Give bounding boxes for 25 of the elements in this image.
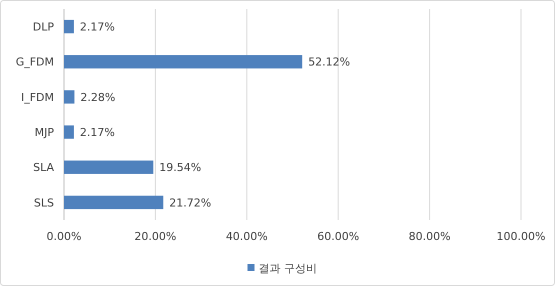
- bar: [64, 90, 74, 104]
- bar: [64, 20, 74, 34]
- x-tick-label: 80.00%: [408, 230, 451, 243]
- x-tick-label: 20.00%: [134, 230, 176, 243]
- x-tick-label: 40.00%: [226, 230, 268, 243]
- data-label: 2.17%: [80, 20, 115, 34]
- legend-label: 결과 구성비: [258, 262, 317, 275]
- bar: [64, 160, 154, 174]
- bar: [64, 125, 74, 139]
- x-tick-label: 100.00%: [496, 230, 546, 243]
- bar: [64, 196, 164, 210]
- y-tick-label: DLP: [32, 20, 54, 34]
- x-tick-label: 60.00%: [317, 230, 360, 243]
- data-label: 2.28%: [80, 90, 116, 104]
- data-label: 19.54%: [159, 161, 202, 174]
- data-label: 2.17%: [80, 126, 115, 139]
- y-tick-label: SLS: [34, 196, 54, 210]
- y-tick-label: G_FDM: [16, 56, 54, 69]
- y-tick-label: MJP: [34, 126, 54, 139]
- y-tick-label: SLA: [33, 161, 54, 174]
- bar: [64, 55, 302, 68]
- data-label: 52.12%: [308, 56, 350, 69]
- x-tick-label: 0.00%: [46, 230, 82, 243]
- y-tick-label: I_FDM: [20, 90, 54, 104]
- data-label: 21.72%: [169, 196, 212, 210]
